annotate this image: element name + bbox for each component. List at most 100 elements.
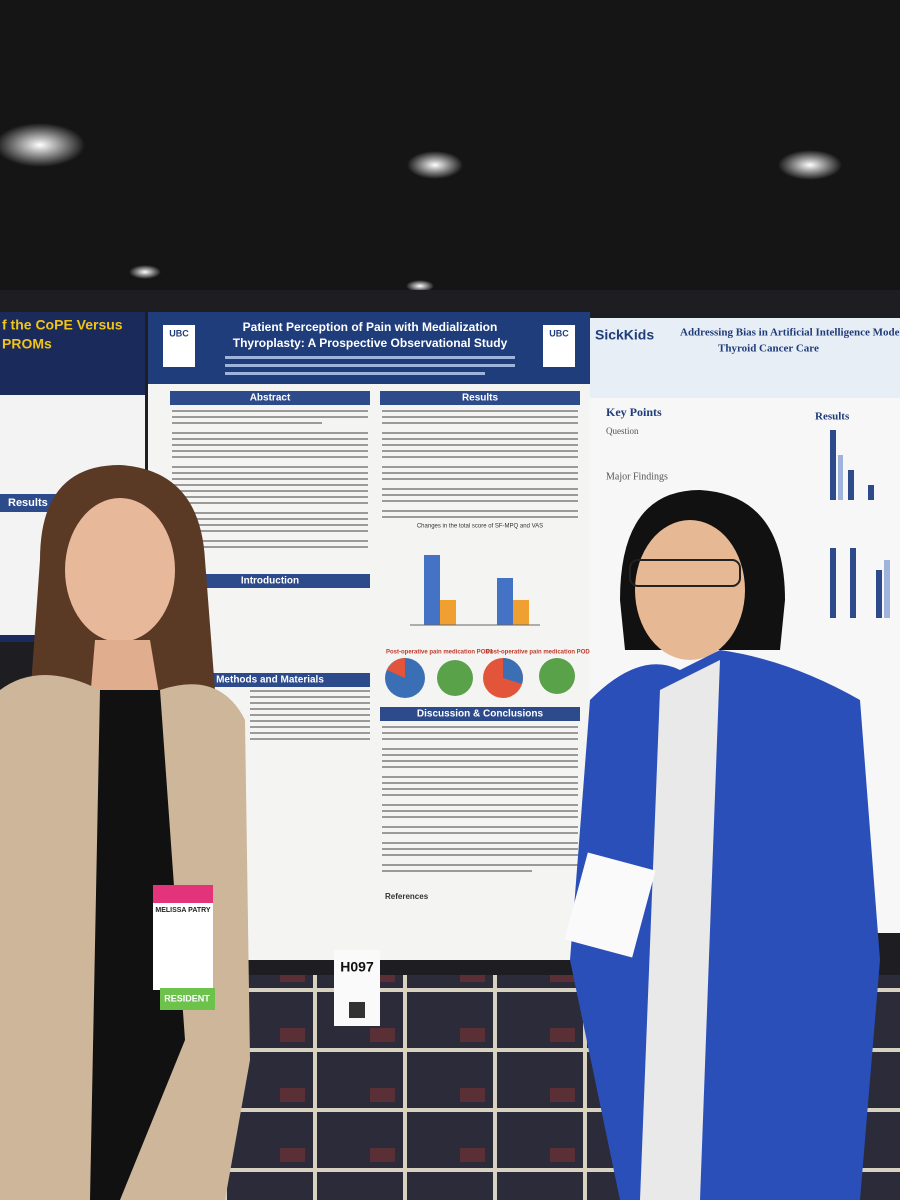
body-text <box>382 732 578 734</box>
body-text <box>382 870 532 872</box>
section-title: Abstract <box>250 393 291 404</box>
person-right <box>640 660 720 1200</box>
body-text <box>172 410 578 872</box>
name-badge <box>564 852 656 958</box>
ceiling-light <box>129 265 161 279</box>
body-text <box>382 848 578 850</box>
person-left <box>90 640 160 700</box>
poster-bar-chart <box>440 600 456 625</box>
person-left <box>65 498 175 642</box>
badge-stripe <box>153 885 213 903</box>
poster-title: f the CoPE Versus <box>2 317 123 333</box>
body-text <box>382 416 578 418</box>
poster-bar-chart <box>497 578 513 625</box>
body-text <box>382 456 578 458</box>
body-text <box>172 466 368 468</box>
body-text <box>172 530 368 532</box>
section-title: Major Findings <box>606 471 668 482</box>
section-title: References <box>385 892 429 901</box>
body-text <box>250 732 370 734</box>
section-title: Introduction <box>241 576 299 587</box>
poster-title: Addressing Bias in Artificial Intelligen… <box>680 327 900 339</box>
body-text <box>382 842 578 844</box>
chart-title: Post-operative pain medication POD1 <box>386 650 494 656</box>
body-text <box>172 518 368 520</box>
body-text <box>382 788 578 790</box>
body-text <box>172 502 368 504</box>
badge-name: MELISSA PATRY <box>155 907 211 914</box>
section-title: Key Points <box>606 405 662 419</box>
body-text <box>172 472 368 474</box>
body-text <box>382 832 578 834</box>
body-text <box>172 478 368 480</box>
body-text <box>382 826 578 828</box>
section-header <box>170 574 370 588</box>
ceiling-light <box>407 151 463 179</box>
ceiling-light <box>778 150 842 180</box>
poster-bar-chart <box>830 430 836 500</box>
body-text <box>382 782 578 784</box>
brand: SickKids <box>595 327 654 343</box>
poster-title: PROMs <box>2 336 52 352</box>
body-text <box>382 854 578 856</box>
section-title: Results <box>815 411 850 423</box>
ceiling <box>0 0 900 300</box>
body-text <box>382 438 578 440</box>
poster-bar-chart <box>876 570 882 618</box>
poster-header <box>590 318 900 398</box>
badge-ribbon <box>160 988 215 1010</box>
body-text <box>382 450 578 452</box>
person-left <box>90 690 185 1200</box>
body-text <box>382 748 578 750</box>
body-text <box>172 496 368 498</box>
poster-bar-chart <box>830 430 890 618</box>
section-header <box>170 391 370 405</box>
person-right <box>635 520 745 660</box>
poster-title: Thyroplasty: A Prospective Observational… <box>233 336 508 350</box>
poster-bar-chart <box>884 560 890 618</box>
body-text <box>382 754 578 756</box>
body-text <box>382 466 578 468</box>
body-text <box>382 738 578 740</box>
board-number: H097 <box>340 959 374 975</box>
poster-pie-charts <box>437 660 473 696</box>
poster-bar-chart <box>850 548 856 618</box>
body-text <box>382 794 578 796</box>
chart-title: Changes in the total score of SF-MPQ and… <box>417 524 543 530</box>
author-lines <box>225 364 515 367</box>
badge-role: RESIDENT <box>164 993 210 1003</box>
logo <box>163 325 195 367</box>
section-title: Discussion & Conclusions <box>417 709 544 720</box>
body-text <box>382 766 578 768</box>
section-title: Question <box>606 426 639 436</box>
body-text <box>172 456 368 458</box>
body-text <box>172 410 368 412</box>
author-lines <box>225 356 515 359</box>
body-text <box>172 540 368 542</box>
person-left <box>0 465 250 1200</box>
logo-text: UBC <box>549 328 569 338</box>
poster-title: Patient Perception of Pain with Medializ… <box>243 320 498 334</box>
qr-code <box>349 1002 365 1018</box>
body-text <box>382 864 578 866</box>
body-text <box>250 726 370 728</box>
body-text <box>382 816 578 818</box>
body-text <box>250 690 370 692</box>
logo-text: UBC <box>169 328 189 338</box>
logo <box>543 325 575 367</box>
body-text <box>172 546 368 548</box>
body-text <box>382 776 578 778</box>
section-title: Results <box>462 393 499 404</box>
body-text <box>382 510 578 512</box>
body-text <box>250 714 370 716</box>
body-text <box>382 804 578 806</box>
body-text <box>172 444 368 446</box>
person-right <box>570 490 880 1200</box>
poster-bar-chart <box>838 455 843 500</box>
body-text <box>172 416 368 418</box>
body-text <box>250 738 370 740</box>
body-text <box>250 696 370 698</box>
ceiling-light <box>0 123 85 167</box>
poster-pie-charts <box>387 658 405 678</box>
